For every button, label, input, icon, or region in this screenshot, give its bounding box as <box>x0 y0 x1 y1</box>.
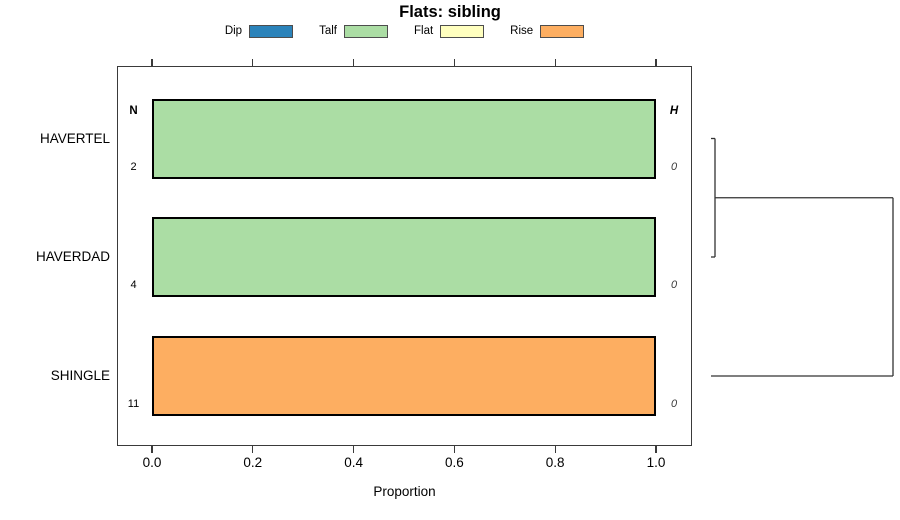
legend: Dip Talf Flat Rise <box>117 22 692 40</box>
n-column-header: N <box>129 105 138 117</box>
bar-row <box>152 99 656 179</box>
axis-tick-bottom <box>655 446 657 453</box>
legend-label: Talf <box>319 25 337 37</box>
legend-swatch <box>343 24 388 38</box>
n-value: 4 <box>130 279 137 291</box>
axis-tick-top <box>353 59 355 66</box>
bar-row <box>152 336 656 416</box>
axis-tick-bottom <box>151 446 153 453</box>
axis-tick-bottom <box>453 446 455 453</box>
bar-row <box>152 217 656 297</box>
legend-label: Rise <box>510 25 534 37</box>
axis-tick-bottom <box>554 446 556 453</box>
axis-tick-top <box>252 59 254 66</box>
h-value: 0 <box>670 398 678 410</box>
bar-segment-talf <box>152 99 656 179</box>
category-label: SHINGLE <box>50 368 110 383</box>
axis-tick-label: 1.0 <box>646 455 666 470</box>
legend-item: Rise <box>510 24 585 38</box>
chart-title: Flats: sibling <box>399 3 501 21</box>
bar-segment-talf <box>152 217 656 297</box>
axis-tick-bottom <box>353 446 355 453</box>
legend-swatch <box>440 24 485 38</box>
bar-segment-rise <box>152 336 656 416</box>
legend-item: Flat <box>413 24 485 38</box>
axis-tick-top <box>453 59 455 66</box>
category-label: HAVERDAD <box>35 249 110 264</box>
plot-box <box>117 66 692 446</box>
legend-swatch <box>249 24 294 38</box>
axis-tick-label: 0.2 <box>243 455 263 470</box>
x-axis-title: Proportion <box>373 484 436 499</box>
category-label: HAVERTEL <box>39 131 110 146</box>
axis-tick-top <box>554 59 556 66</box>
axis-tick-label: 0.8 <box>545 455 565 470</box>
axis-tick-top <box>655 59 657 66</box>
axis-tick-label: 0.0 <box>142 455 162 470</box>
axis-tick-bottom <box>252 446 254 453</box>
h-column-header: H <box>669 105 679 117</box>
legend-swatch <box>540 24 585 38</box>
axis-tick-label: 0.6 <box>445 455 464 470</box>
legend-label: Dip <box>224 25 243 37</box>
axis-tick-top <box>151 59 153 66</box>
h-value: 0 <box>670 161 678 173</box>
axis-tick-label: 0.4 <box>344 455 363 470</box>
legend-label: Flat <box>413 25 434 37</box>
n-value: 11 <box>127 398 140 410</box>
legend-item: Talf <box>319 24 388 38</box>
legend-item: Dip <box>224 24 294 38</box>
h-value: 0 <box>670 279 678 291</box>
n-value: 2 <box>130 161 137 173</box>
